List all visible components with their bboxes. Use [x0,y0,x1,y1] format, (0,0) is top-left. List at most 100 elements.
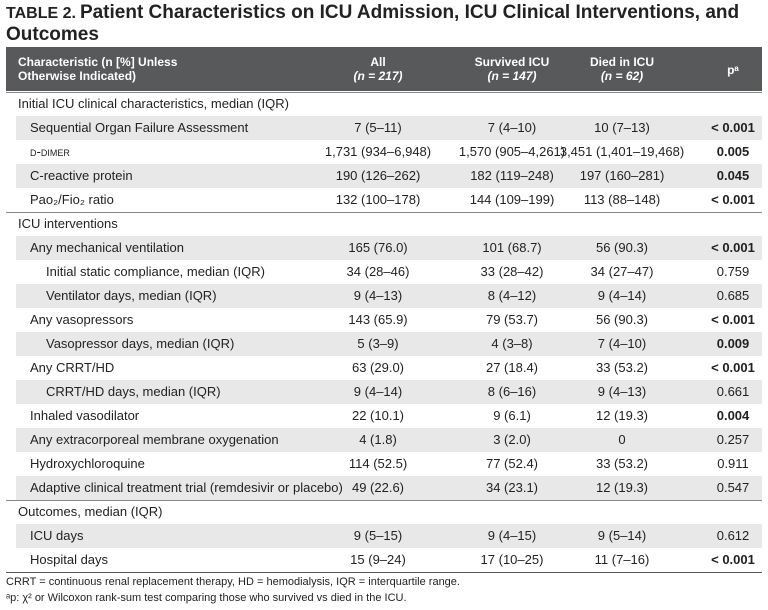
row-value: 114 (52.5) [348,456,408,471]
row-value: 34 (27–47) [590,264,654,279]
row-value: 143 (65.9) [348,312,408,327]
row-value: 7 (5–11) [354,120,402,135]
row-label: Hospital days [30,552,109,567]
row-shade [16,332,762,356]
row-label: Any extracorporeal membrane oxygenation [30,432,279,447]
row-shade [16,524,762,548]
row-value: 9 (4–14) [353,384,403,399]
row-label: Sequential Organ Failure Assessment [30,120,249,135]
row-value: 15 (9–24) [350,552,406,567]
row-value: 101 (68.7) [482,240,542,255]
row-value: 8 (4–12) [487,288,537,303]
header-sub: (n = 62) [600,69,644,83]
row-value: 77 (52.4) [485,456,539,471]
row-value: 144 (109–199) [469,192,555,207]
row-value: 0.685 [716,288,750,303]
row-value: 132 (100–178) [335,192,421,207]
row-label: Ventilator days, median (IQR) [46,288,217,303]
row-value: 4 (3–8) [491,336,533,351]
row-value: 9 (5–14) [597,528,647,543]
row-value: 0.759 [716,264,750,279]
row-shade [16,284,762,308]
section-rule [6,500,762,501]
row-label: Adaptive clinical treatment trial (remde… [30,480,343,495]
footnote: CRRT = continuous renal replacement ther… [6,576,460,588]
row-shade [16,164,762,188]
row-label: C-reactive protein [30,168,133,183]
row-value: 12 (19.3) [595,408,649,423]
row-value: 190 (126–262) [335,168,421,183]
row-value: 9 (4–15) [487,528,537,543]
row-value: 0.257 [716,432,750,447]
header-cell: pᵃ [673,63,768,77]
row-value: 56 (90.3) [595,312,649,327]
row-value: 3 (2.0) [493,432,531,447]
row-value: 33 (28–42) [480,264,544,279]
row-value: 113 (88–148) [583,192,661,207]
row-value: 34 (28–46) [346,264,410,279]
row-value: 1,731 (934–6,948) [324,144,432,159]
section-title: Initial ICU clinical characteristics, me… [18,96,289,111]
row-value: 79 (53.7) [485,312,539,327]
row-label: Any CRRT/HD [30,360,115,375]
row-value: 182 (119–248) [470,168,554,183]
row-value: 9 (4–13) [597,384,647,399]
header-name: All [370,55,386,69]
row-label: ICU days [30,528,84,543]
row-label: Vasopressor days, median (IQR) [46,336,235,351]
row-value: 9 (4–14) [597,288,647,303]
table-bottom-rule [6,572,762,573]
row-value: < 0.001 [711,120,755,135]
row-shade [16,428,762,452]
section-title: Outcomes, median (IQR) [18,504,163,519]
title-text: Patient Characteristics on ICU Admission… [6,2,740,45]
row-value: 33 (53.2) [595,456,649,471]
row-shade [16,476,762,500]
row-label: Initial static compliance, median (IQR) [46,264,265,279]
footnote: ᵃp: χ² or Wilcoxon rank-sum test compari… [6,592,407,604]
row-value: 5 (3–9) [357,336,399,351]
header-sub: (n = 217) [353,69,403,83]
row-value: < 0.001 [711,312,755,327]
section-rule [6,92,762,93]
row-value: 33 (53.2) [595,360,649,375]
row-value: 0 [618,432,626,447]
section-rule [6,212,762,213]
header-name: Characteristic (n [%] Unless Otherwise I… [18,55,178,83]
row-value: 0.911 [717,456,749,471]
row-value: 9 (4–13) [353,288,403,303]
row-label: d-dimer [30,144,70,159]
row-value: < 0.001 [711,360,755,375]
row-value: 34 (23.1) [485,480,539,495]
row-value: 197 (160–281) [579,168,665,183]
row-shade [16,236,762,260]
row-value: 17 (10–25) [480,552,544,567]
row-value: 9 (6.1) [493,408,531,423]
row-value: 0.045 [716,168,750,183]
header-sub: (n = 147) [487,69,537,83]
row-value: 56 (90.3) [595,240,649,255]
row-label: Any vasopressors [30,312,134,327]
row-value: 63 (29.0) [351,360,405,375]
row-value: 0.612 [716,528,750,543]
table-header: Characteristic (n [%] Unless Otherwise I… [6,47,762,91]
header-name: pᵃ [727,63,739,77]
row-value: 7 (4–10) [487,120,537,135]
row-value: 27 (18.4) [485,360,539,375]
row-value: 165 (76.0) [348,240,408,255]
row-value: 7 (4–10) [597,336,647,351]
row-label: Any mechanical ventilation [30,240,184,255]
table-title: TABLE 2. Patient Characteristics on ICU A… [6,2,746,45]
header-cell: Characteristic (n [%] Unless Otherwise I… [18,55,208,83]
row-value: 0.005 [716,144,750,159]
row-value: 0.547 [716,480,750,495]
row-value: 0.009 [716,336,750,351]
row-label: Hydroxychloroquine [30,456,145,471]
row-value: < 0.001 [711,240,755,255]
header-cell: Survived ICU (n = 147) [452,55,572,83]
header-cell: Died in ICU (n = 62) [562,55,682,83]
header-name: Survived ICU [474,55,550,69]
row-label: CRRT/HD days, median (IQR) [46,384,221,399]
row-value: 0.661 [716,384,750,399]
